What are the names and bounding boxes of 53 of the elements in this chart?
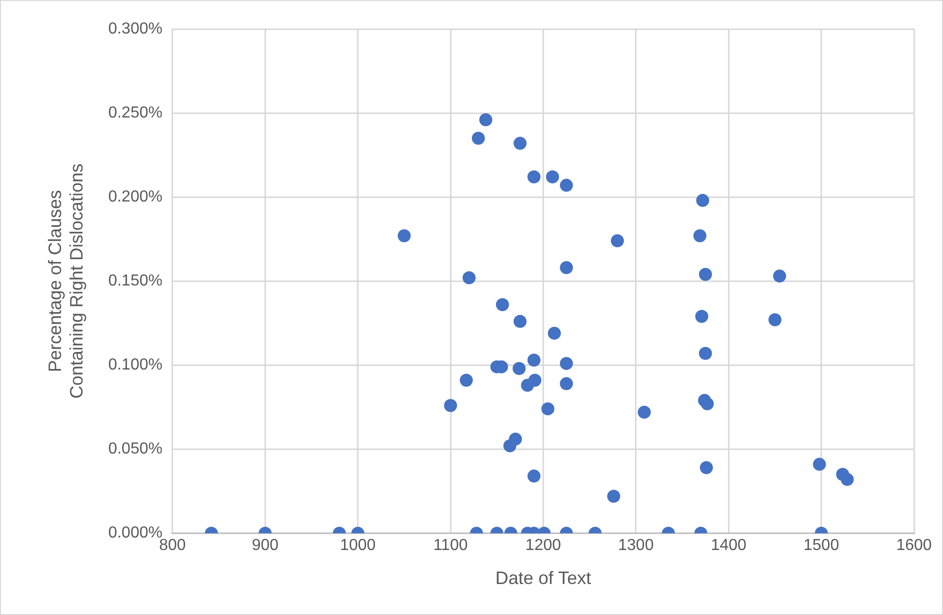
x-tick-label: 1600 — [896, 537, 932, 554]
point — [462, 271, 476, 284]
point — [560, 377, 573, 390]
point — [768, 313, 782, 326]
x-axis-title: Date of Text — [495, 568, 592, 588]
x-tick-label: 900 — [252, 537, 279, 554]
point — [444, 398, 458, 412]
point — [698, 346, 712, 360]
x-tick-label: 1200 — [525, 537, 562, 554]
y-tick-label: 0.300% — [108, 20, 162, 38]
point — [700, 461, 713, 474]
point — [527, 354, 540, 367]
point — [472, 132, 485, 145]
point — [479, 113, 492, 126]
point — [528, 374, 542, 387]
point — [638, 406, 651, 419]
point — [812, 458, 826, 471]
point — [700, 397, 714, 410]
y-tick-label: 0.150% — [108, 272, 162, 290]
point — [512, 362, 526, 375]
point — [773, 270, 786, 283]
point — [560, 178, 573, 192]
point — [548, 326, 561, 340]
point — [696, 194, 710, 207]
y-tick-label: 0.250% — [108, 104, 162, 122]
x-tick-label: 1300 — [618, 537, 654, 554]
point — [560, 356, 573, 370]
point — [560, 261, 573, 274]
point — [693, 229, 706, 242]
y-tick-label: 0.200% — [108, 188, 162, 206]
point — [695, 310, 708, 323]
point — [460, 374, 473, 387]
y-axis-title: Percentage of Clauses Containing Right Dislocations — [44, 164, 86, 399]
point — [840, 472, 854, 486]
point — [541, 402, 554, 416]
x-tick-label: 800 — [159, 537, 186, 554]
point — [610, 234, 624, 248]
point — [527, 470, 540, 483]
y-tick-label: 0.050% — [108, 440, 162, 458]
point — [514, 136, 527, 150]
x-tick-label: 1500 — [804, 537, 840, 554]
point — [508, 432, 522, 446]
point — [398, 229, 411, 242]
point — [527, 170, 540, 184]
x-tick-label: 1400 — [710, 537, 747, 554]
point — [546, 170, 559, 184]
x-tick-label: 1000 — [340, 537, 376, 554]
point — [607, 490, 620, 503]
point — [514, 314, 527, 328]
point — [698, 268, 712, 281]
y-tick-label: 0.100% — [108, 356, 162, 374]
x-tick-label: 1100 — [433, 537, 468, 554]
point — [496, 298, 509, 312]
